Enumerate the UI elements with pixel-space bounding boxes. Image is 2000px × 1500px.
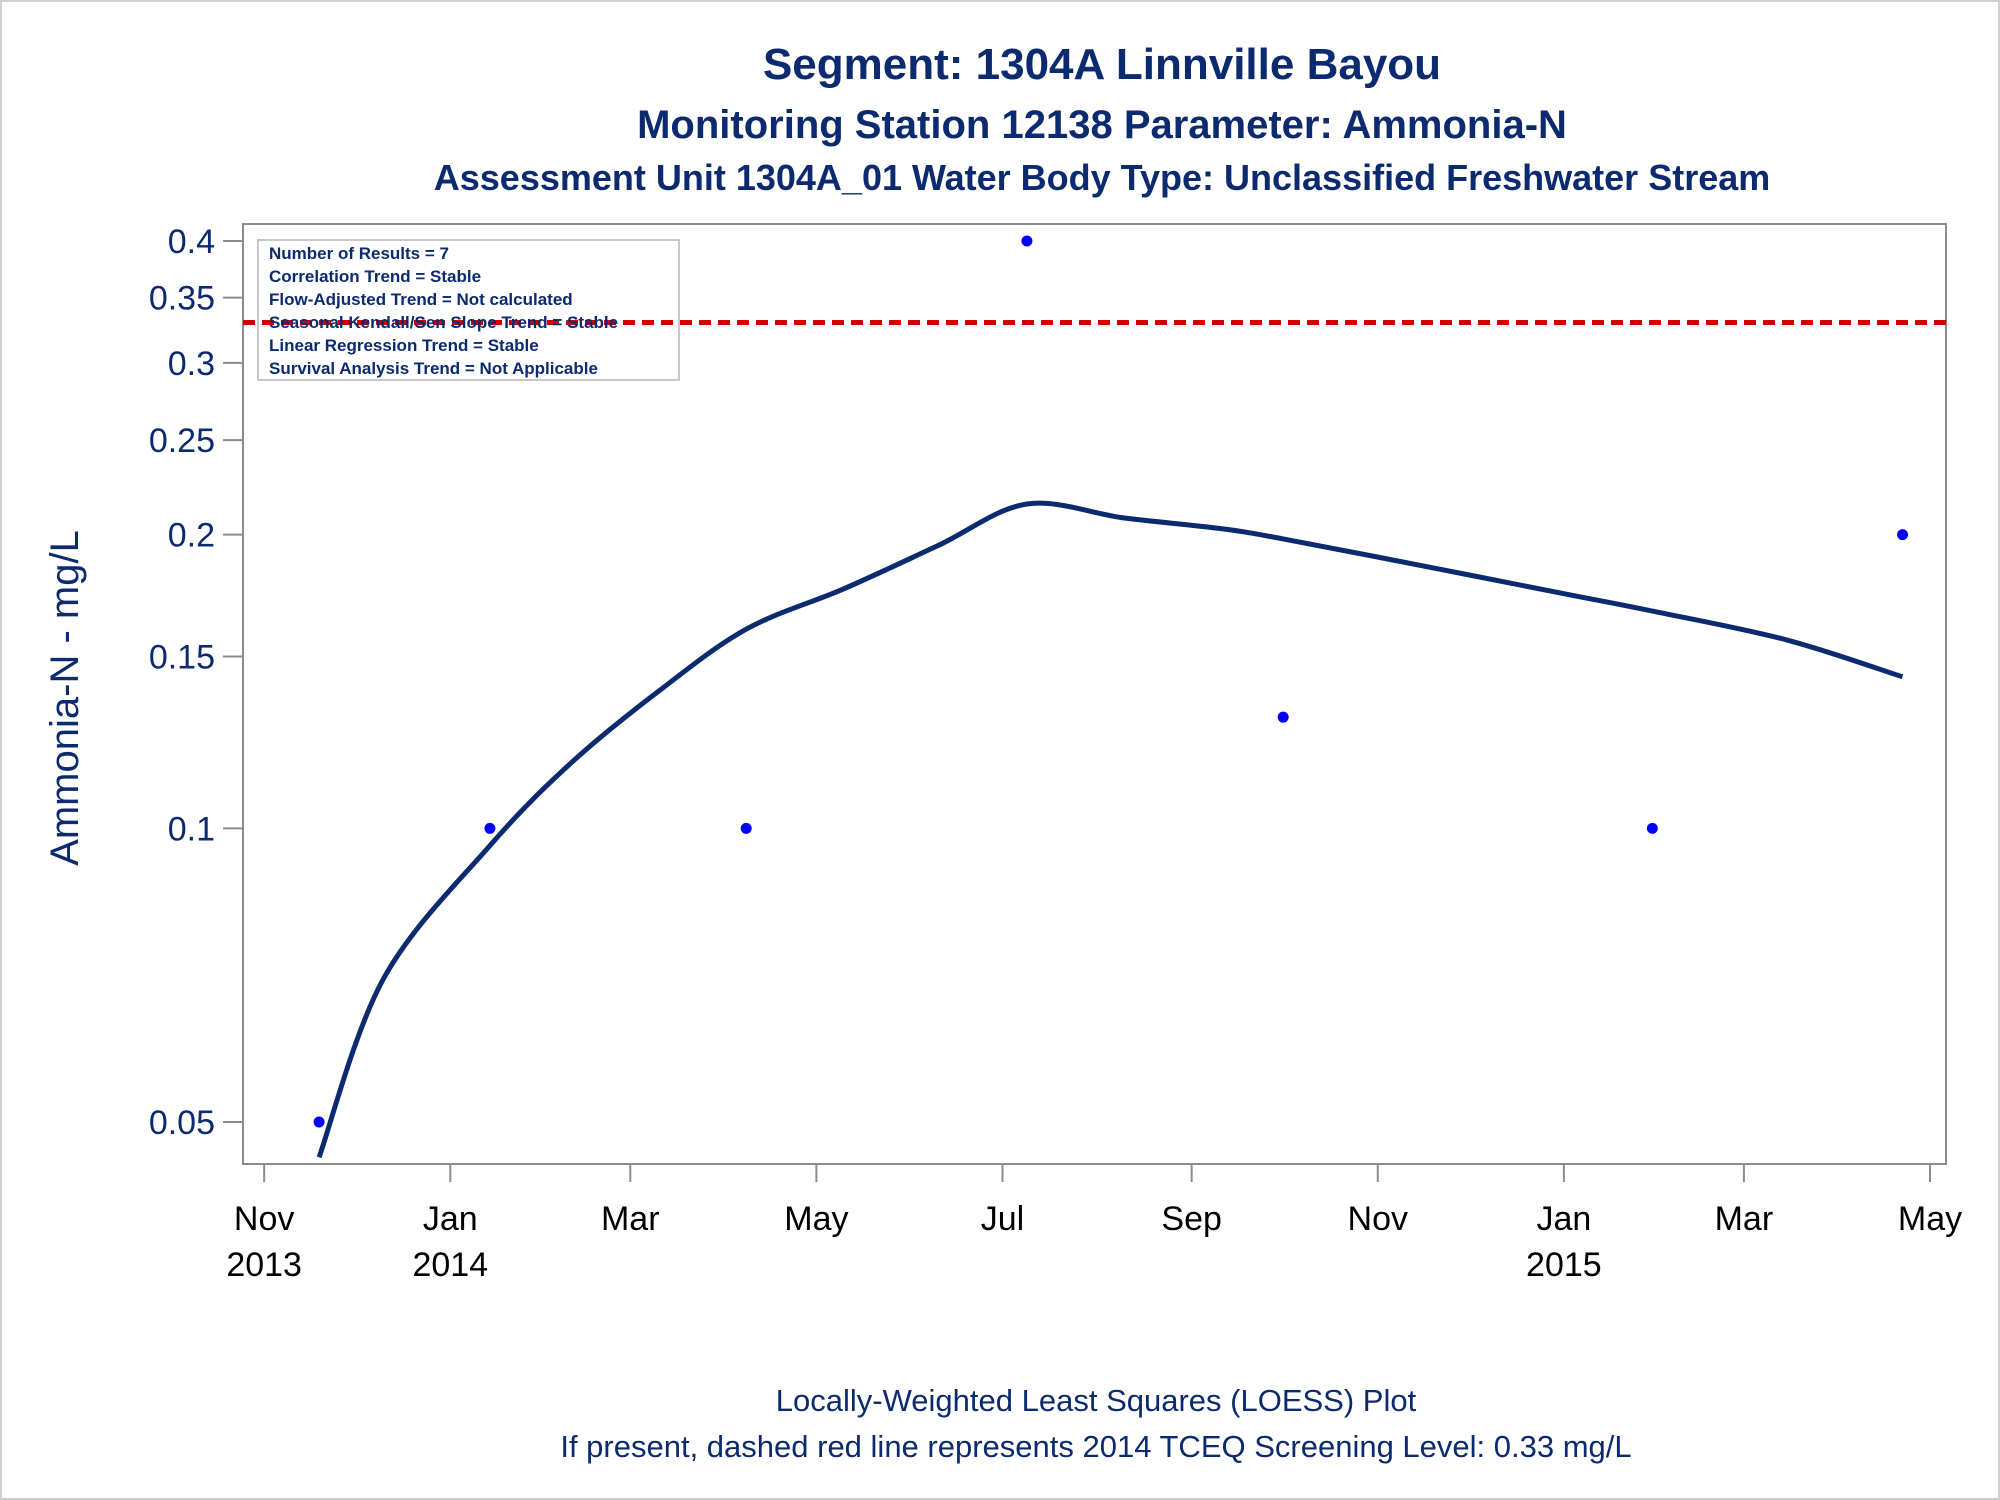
stat-correlation-trend: Correlation Trend = Stable	[269, 267, 481, 286]
data-point	[1277, 711, 1289, 723]
y-tick-label: 0.4	[168, 223, 215, 261]
x-tick-label: Sep	[1161, 1200, 1222, 1238]
stat-linear-regression-trend: Linear Regression Trend = Stable	[269, 336, 539, 355]
loess-curve	[316, 500, 1904, 1159]
x-axis: Nov 2013 Jan 2014 Mar May Jul Sep Nov Jan 2015 Mar M…	[226, 1164, 1962, 1284]
x-tick-label: May	[1898, 1200, 1962, 1238]
y-axis: 0.05 0.1 0.15 0.2 0.25 0.3 0.35 0.4	[149, 223, 243, 1142]
chart-subtitle: Monitoring Station 12138 Parameter: Ammo…	[637, 103, 1567, 147]
stat-number-of-results: Number of Results = 7	[269, 244, 449, 263]
data-point	[1646, 822, 1658, 834]
y-tick-label: 0.05	[149, 1104, 215, 1142]
stats-box-frame	[257, 239, 680, 381]
footnote-loess: Locally-Weighted Least Squares (LOESS) P…	[776, 1383, 1417, 1418]
chart-subtitle-2: Assessment Unit 1304A_01 Water Body Type…	[434, 157, 1771, 198]
y-tick-label: 0.15	[149, 639, 215, 677]
x-tick-label: Mar	[1715, 1200, 1774, 1238]
plot-area	[242, 223, 1947, 1165]
x-tick-year-label: 2015	[1526, 1246, 1602, 1284]
x-tick-label: Jan	[1536, 1200, 1591, 1238]
y-tick-label: 0.3	[168, 345, 215, 383]
y-axis-label: Ammonia-N - mg/L	[43, 530, 87, 866]
footnote-screening-level: If present, dashed red line represents 2…	[560, 1429, 1631, 1464]
x-tick-label: Mar	[601, 1200, 660, 1238]
x-tick-year-label: 2014	[412, 1246, 488, 1284]
chart-title: Segment: 1304A Linnville Bayou	[763, 40, 1441, 89]
y-tick-label: 0.35	[149, 280, 215, 318]
stat-seasonal-kendall-trend: Seasonal Kendall/Sen Slope Trend = Stabl…	[269, 313, 618, 332]
x-tick-label: Jul	[981, 1200, 1024, 1238]
stats-box: Number of Results = 7 Correlation Trend …	[257, 239, 680, 381]
y-tick-label: 0.1	[168, 810, 215, 848]
x-tick-label: May	[784, 1200, 848, 1238]
stat-flow-adjusted-trend: Flow-Adjusted Trend = Not calculated	[269, 290, 573, 309]
y-tick-label: 0.25	[149, 422, 215, 460]
data-point	[484, 822, 496, 834]
data-point	[1897, 529, 1909, 541]
x-tick-label: Nov	[234, 1200, 294, 1238]
x-tick-year-label: 2013	[226, 1246, 302, 1284]
x-tick-label: Jan	[423, 1200, 478, 1238]
y-tick-label: 0.2	[168, 517, 215, 555]
stat-survival-analysis-trend: Survival Analysis Trend = Not Applicable	[269, 359, 598, 378]
data-point	[740, 822, 752, 834]
x-tick-label: Nov	[1348, 1200, 1408, 1238]
data-point	[1021, 235, 1033, 247]
data-point	[313, 1116, 325, 1128]
